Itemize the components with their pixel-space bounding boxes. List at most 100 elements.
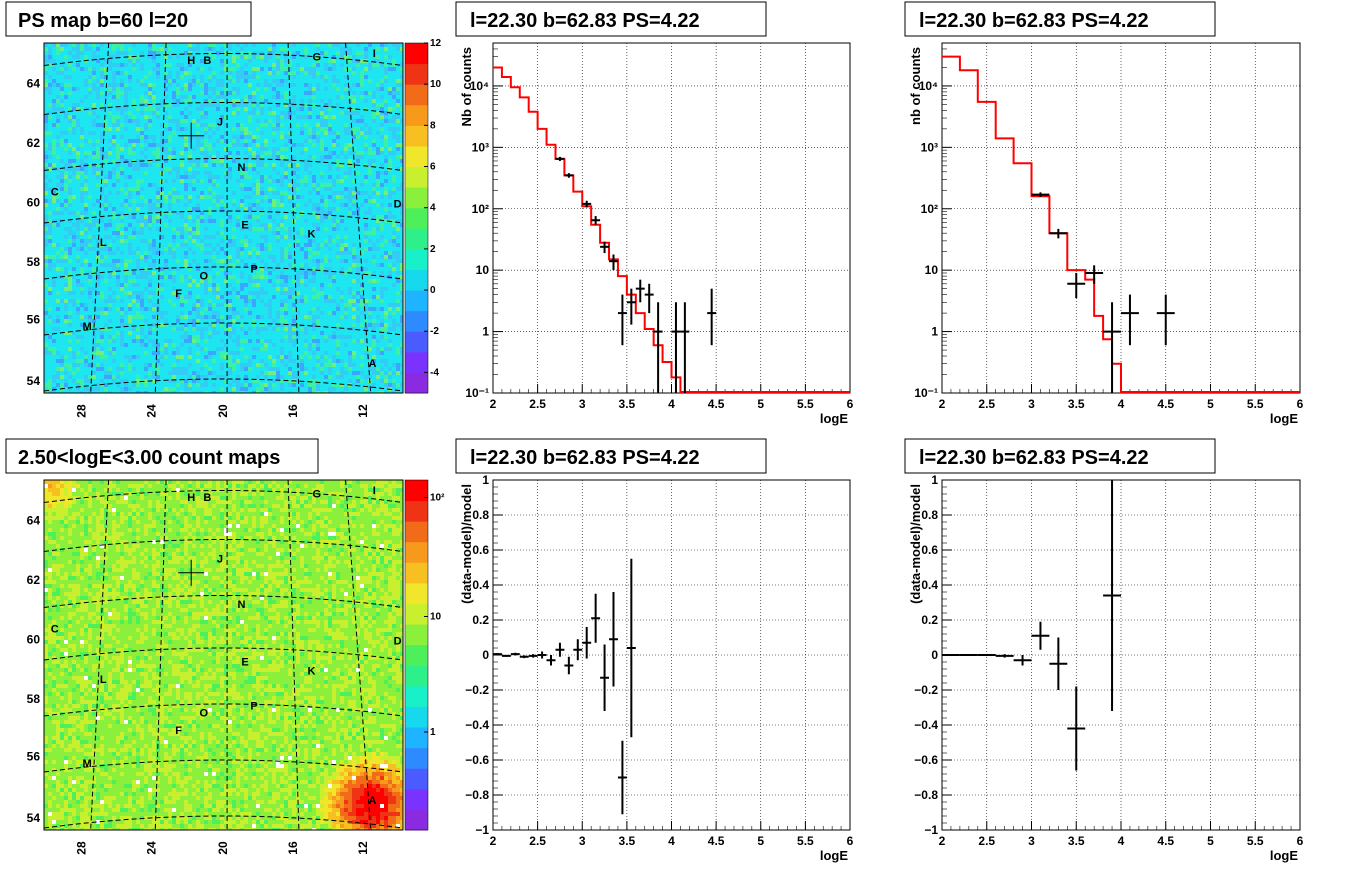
map-top-pixel	[104, 203, 108, 207]
map-top-pixel	[104, 67, 108, 71]
map-top-pixel	[336, 103, 340, 107]
map-top-pixel	[140, 239, 144, 243]
map-top-pixel	[300, 59, 304, 63]
map-top-pixel	[176, 99, 180, 103]
map-top-pixel	[156, 99, 160, 103]
map-top-pixel	[320, 203, 324, 207]
map-top-pixel	[308, 255, 312, 259]
map-top-pixel	[228, 263, 232, 267]
map-top-pixel	[240, 59, 244, 63]
map-top-pixel	[76, 131, 80, 135]
map-top-pixel	[296, 183, 300, 187]
map-top-pixel	[260, 139, 264, 143]
map-top-pixel	[116, 251, 120, 255]
map-top-pixel	[344, 215, 348, 219]
map-top-pixel	[276, 215, 280, 219]
map-top-pixel	[336, 235, 340, 239]
map-top-pixel	[196, 175, 200, 179]
map-top-pixel	[212, 207, 216, 211]
map-top-pixel	[320, 95, 324, 99]
map-top-pixel	[388, 235, 392, 239]
map-top-pixel	[108, 195, 112, 199]
map-top-pixel	[208, 139, 212, 143]
map-top-pixel	[96, 67, 100, 71]
map-top-pixel	[144, 75, 148, 79]
map-top-pixel	[44, 259, 48, 263]
map-top-pixel	[368, 243, 372, 247]
map-top-pixel	[184, 83, 188, 87]
map-top-pixel	[160, 243, 164, 247]
map-top-pixel	[172, 47, 176, 51]
map-top-pixel	[196, 179, 200, 183]
map-top-pixel	[144, 135, 148, 139]
map-top-pixel	[88, 191, 92, 195]
map-top-pixel	[188, 155, 192, 159]
map-top-pixel	[204, 159, 208, 163]
map-top-pixel	[360, 199, 364, 203]
map-top-pixel	[84, 79, 88, 83]
map-top-pixel	[356, 111, 360, 115]
map-top-pixel	[152, 83, 156, 87]
map-top-pixel	[136, 83, 140, 87]
map-top-pixel	[100, 203, 104, 207]
map-top-pixel	[68, 155, 72, 159]
map-top-pixel	[180, 259, 184, 263]
map-top-pixel	[284, 155, 288, 159]
map-top-pixel	[112, 47, 116, 51]
map-top-pixel	[88, 143, 92, 147]
map-top-pixel	[136, 179, 140, 183]
map-top-pixel	[368, 207, 372, 211]
map-top-pixel	[124, 83, 128, 87]
map-top-pixel	[224, 55, 228, 59]
map-top-pixel	[112, 135, 116, 139]
map-top-pixel	[340, 247, 344, 251]
map-top-pixel	[340, 87, 344, 91]
map-top-pixel	[76, 79, 80, 83]
map-top-pixel	[340, 51, 344, 55]
map-top-pixel	[124, 75, 128, 79]
map-top-pixel	[248, 167, 252, 171]
map-top-pixel	[296, 227, 300, 231]
map-top-pixel	[360, 123, 364, 127]
map-top-pixel	[336, 51, 340, 55]
map-top-pixel	[152, 195, 156, 199]
map-top-pixel	[136, 131, 140, 135]
map-top-pixel	[292, 239, 296, 243]
map-top-pixel	[384, 115, 388, 119]
map-top-pixel	[300, 79, 304, 83]
map-top-pixel	[108, 95, 112, 99]
map-top-pixel	[124, 207, 128, 211]
map-top-pixel	[236, 135, 240, 139]
map-top-pixel	[144, 59, 148, 63]
map-top-pixel	[172, 247, 176, 251]
map-top-pixel	[128, 135, 132, 139]
map-top-pixel	[172, 51, 176, 55]
map-top-pixel	[176, 191, 180, 195]
map-top-pixel	[232, 247, 236, 251]
map-top-pixel	[356, 67, 360, 71]
map-top-pixel	[116, 127, 120, 131]
map-top-pixel	[200, 139, 204, 143]
map-top-pixel	[156, 147, 160, 151]
map-top-pixel	[192, 263, 196, 267]
map-top-pixel	[104, 63, 108, 67]
map-top-pixel	[384, 51, 388, 55]
map-top-pixel	[180, 167, 184, 171]
map-top-pixel	[272, 231, 276, 235]
map-top-pixel	[348, 219, 352, 223]
map-top-pixel	[364, 107, 368, 111]
map-top-pixel	[216, 199, 220, 203]
map-top-pixel	[164, 115, 168, 119]
map-top-pixel	[292, 95, 296, 99]
map-top-pixel	[52, 139, 56, 143]
map-top-pixel	[220, 59, 224, 63]
map-top-pixel	[360, 187, 364, 191]
map-top-pixel	[80, 167, 84, 171]
map-top-pixel	[240, 195, 244, 199]
map-top-pixel	[268, 67, 272, 71]
map-top-pixel	[140, 219, 144, 223]
map-top-pixel	[104, 239, 108, 243]
map-top-pixel	[348, 239, 352, 243]
map-top-pixel	[320, 243, 324, 247]
map-top-pixel	[384, 235, 388, 239]
